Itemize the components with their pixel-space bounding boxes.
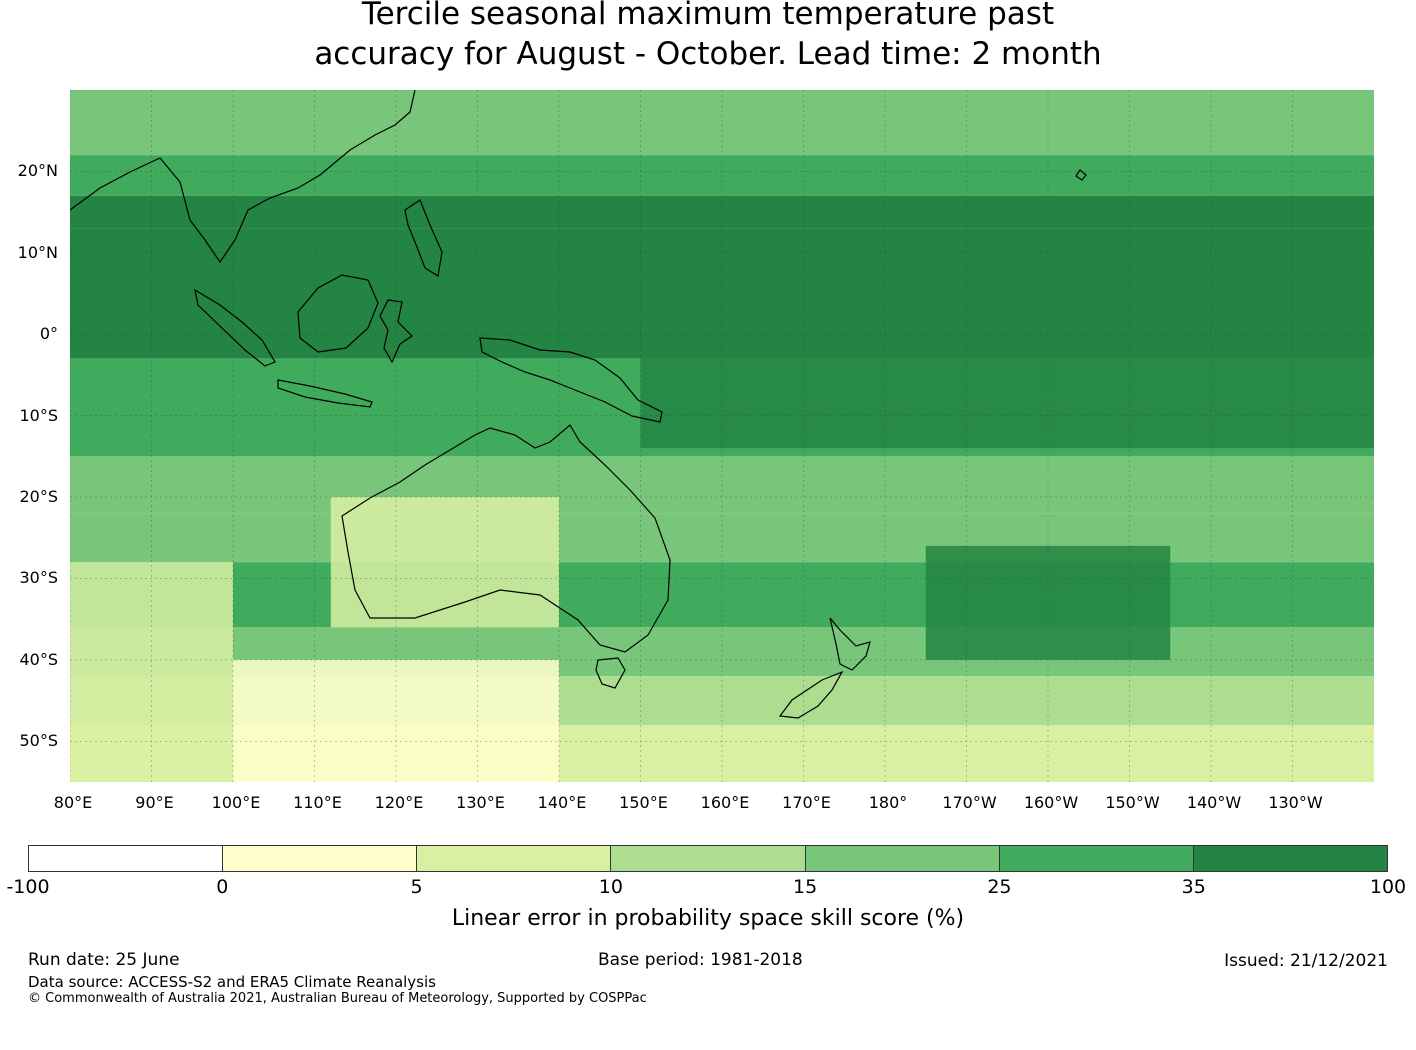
- longitude-label: 160°E: [700, 793, 750, 812]
- colorbar-tick-label: 5: [410, 876, 423, 898]
- java-coastline: [277, 379, 373, 408]
- latitude-label: 10°S: [19, 405, 58, 425]
- longitude-label: 150°E: [619, 793, 668, 812]
- asia-mainland-coastline: [70, 90, 416, 264]
- latitude-label: 20°S: [19, 487, 58, 507]
- base-period: Base period: 1981-2018: [598, 950, 803, 970]
- longitude-label: 170°W: [942, 793, 997, 812]
- borneo-coastline: [297, 274, 379, 353]
- longitude-label: 180°: [868, 793, 908, 812]
- australia-coastline: [341, 424, 671, 653]
- issued-date: Issued: 21/12/2021: [1224, 951, 1388, 971]
- colorbar-tick-label: 15: [793, 876, 818, 898]
- colorbar-title: Linear error in probability space skill …: [451, 906, 965, 931]
- map-title: Tercile seasonal maximum temperature pas…: [0, 0, 1416, 74]
- skill-band-6: [70, 456, 1374, 514]
- longitude-label: 140°W: [1186, 793, 1242, 812]
- run-date: Run date: 25 June: [28, 950, 180, 970]
- colorbar-segment: [1193, 846, 1387, 871]
- map-title-line-1: Tercile seasonal maximum temperature pas…: [361, 0, 1055, 32]
- colorbar-tick-label: 25: [987, 876, 1012, 898]
- latitude-label: 50°S: [19, 731, 58, 751]
- longitude-label: 100°E: [211, 793, 261, 812]
- colorbar-segment: [611, 846, 806, 871]
- skill-patch-0: [640, 236, 1374, 449]
- longitude-label: 160°W: [1023, 793, 1079, 812]
- longitude-label: 130°E: [456, 793, 505, 812]
- data-source: Data source: ACCESS-S2 and ERA5 Climate …: [28, 973, 436, 991]
- latitude-label: 20°N: [17, 161, 58, 181]
- colorbar-segment: [29, 846, 224, 871]
- colorbar-tick-label: -100: [6, 876, 50, 898]
- longitude-label: 120°E: [374, 793, 424, 812]
- colorbar-tick-label: 100: [1369, 876, 1407, 898]
- latitude-label: 10°N: [17, 242, 58, 262]
- colorbar-tick-label: 10: [598, 876, 623, 898]
- colorbar: [28, 845, 1388, 872]
- sumatra-coastline: [194, 288, 276, 367]
- longitude-label: 170°E: [782, 793, 831, 812]
- copyright: © Commonwealth of Australia 2021, Austra…: [28, 991, 647, 1006]
- hawaii-coastline: [1075, 169, 1087, 181]
- colorbar-segment: [805, 846, 1000, 871]
- longitude-label: 110°E: [293, 793, 342, 812]
- colorbar-tick-label: 0: [216, 876, 229, 898]
- longitude-label: 150°W: [1105, 793, 1160, 812]
- colorbar-segment: [999, 846, 1194, 871]
- colorbar-segment: [417, 846, 612, 871]
- longitude-label: 90°E: [135, 793, 174, 812]
- colorbar-segment: [223, 846, 418, 871]
- latitude-label: 30°S: [19, 568, 58, 588]
- skill-score-map-canvas: [70, 90, 1374, 782]
- longitude-label: 140°E: [537, 793, 587, 812]
- longitude-label: 130°W: [1268, 793, 1323, 812]
- skill-patch-1: [925, 545, 1171, 660]
- skill-patch-2: [330, 497, 559, 628]
- latitude-label: 0°: [39, 324, 58, 344]
- colorbar-tick-label: 35: [1181, 876, 1206, 898]
- tasmania-coastline: [595, 657, 626, 689]
- new-zealand-north-coastline: [829, 617, 871, 671]
- map-title-line-2: accuracy for August - October. Lead time…: [314, 36, 1102, 72]
- new-zealand-south-coastline: [778, 670, 844, 719]
- sulawesi-coastline: [379, 299, 413, 364]
- latitude-label: 40°S: [19, 649, 58, 669]
- longitude-label: 80°E: [53, 793, 93, 812]
- philippines-coastline: [404, 199, 443, 277]
- new-guinea-coastline: [479, 337, 663, 423]
- skill-score-map: [70, 90, 1374, 782]
